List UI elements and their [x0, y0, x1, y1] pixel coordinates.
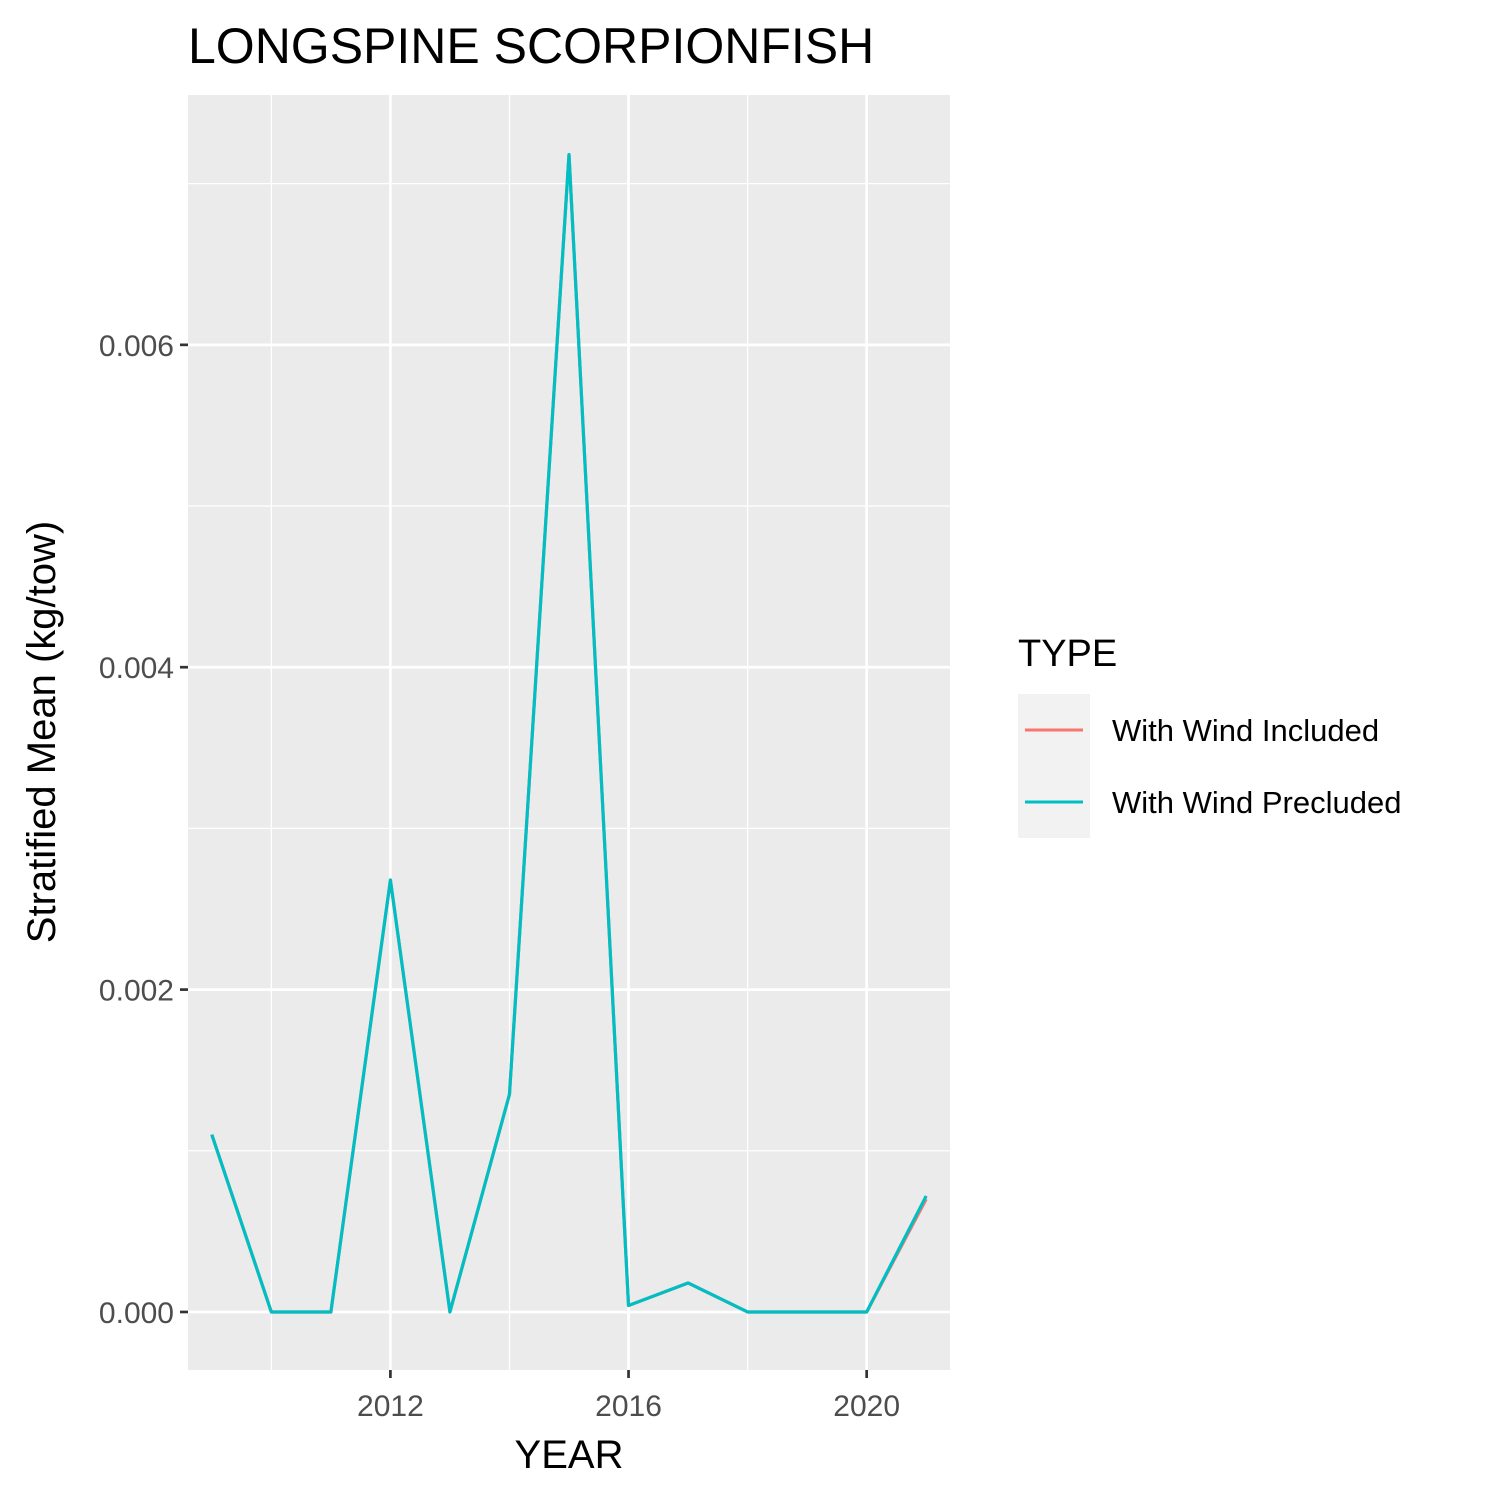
y-tick-label: 0.002: [99, 975, 174, 1008]
x-axis-title: YEAR: [515, 1433, 624, 1477]
chart-title: LONGSPINE SCORPIONFISH: [188, 18, 874, 74]
x-tick-label: 2020: [833, 1390, 900, 1423]
x-tick-labels: 2012 2016 2020: [357, 1390, 900, 1423]
legend-label-with-wind-precluded: With Wind Precluded: [1112, 785, 1401, 820]
axis-ticks: [180, 343, 869, 1378]
series-line-with-wind-precluded: [210, 153, 928, 1314]
legend-title: TYPE: [1018, 633, 1117, 675]
minor-gridlines: [188, 95, 950, 1370]
legend-label-with-wind-included: With Wind Included: [1112, 713, 1379, 748]
x-tick-label: 2012: [357, 1390, 424, 1423]
legend: TYPE With Wind Included With Wind Preclu…: [1018, 633, 1401, 838]
series-layer: [210, 153, 928, 1314]
legend-key-background: [1018, 694, 1090, 838]
y-tick-label: 0.000: [99, 1297, 174, 1330]
plot-panel: [188, 95, 950, 1370]
x-tick-label: 2016: [595, 1390, 662, 1423]
y-tick-labels: 0.000 0.002 0.004 0.006: [99, 330, 174, 1330]
y-tick-label: 0.004: [99, 652, 174, 685]
y-tick-label: 0.006: [99, 330, 174, 363]
y-axis-title: Stratified Mean (kg/tow): [20, 521, 64, 943]
